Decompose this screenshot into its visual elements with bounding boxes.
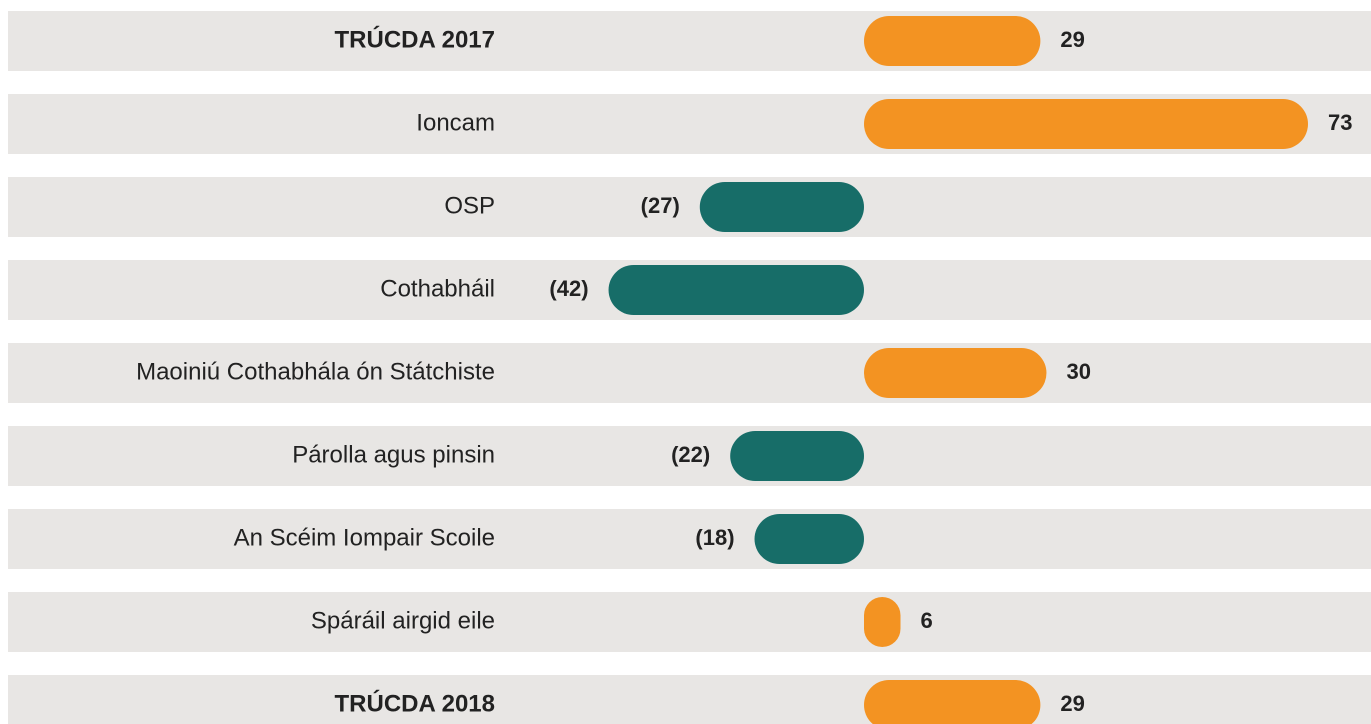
bar bbox=[864, 348, 1047, 398]
category-label: Cothabháil bbox=[380, 275, 495, 302]
value-label: 30 bbox=[1066, 359, 1090, 384]
row-background bbox=[8, 426, 1371, 486]
bar bbox=[730, 431, 864, 481]
category-label: Párolla agus pinsin bbox=[292, 441, 495, 468]
category-label: Spáráil airgid eile bbox=[311, 607, 495, 634]
value-label: (22) bbox=[671, 442, 710, 467]
row-background bbox=[8, 509, 1371, 569]
bar bbox=[864, 680, 1041, 724]
category-label: TRÚCDA 2018 bbox=[335, 689, 496, 717]
category-label: OSP bbox=[444, 192, 495, 219]
category-label: Maoiniú Cothabhála ón Státchiste bbox=[136, 358, 495, 385]
value-label: 6 bbox=[920, 608, 932, 633]
category-label: An Scéim Iompair Scoile bbox=[234, 524, 495, 551]
value-label: (18) bbox=[695, 525, 734, 550]
bar bbox=[864, 16, 1041, 66]
row-background bbox=[8, 343, 1371, 403]
value-label: (27) bbox=[641, 193, 680, 218]
row-background bbox=[8, 177, 1371, 237]
bar bbox=[608, 265, 864, 315]
bar bbox=[864, 99, 1308, 149]
bar bbox=[754, 514, 864, 564]
category-label: TRÚCDA 2017 bbox=[335, 25, 496, 53]
row-background bbox=[8, 11, 1371, 71]
bar bbox=[864, 597, 901, 647]
row-background bbox=[8, 675, 1371, 724]
value-label: 29 bbox=[1060, 27, 1084, 52]
value-label: 29 bbox=[1060, 691, 1084, 716]
bar bbox=[699, 182, 864, 232]
value-label: 73 bbox=[1328, 110, 1352, 135]
row-background bbox=[8, 592, 1371, 652]
value-label: (42) bbox=[549, 276, 588, 301]
category-label: Ioncam bbox=[416, 109, 495, 136]
